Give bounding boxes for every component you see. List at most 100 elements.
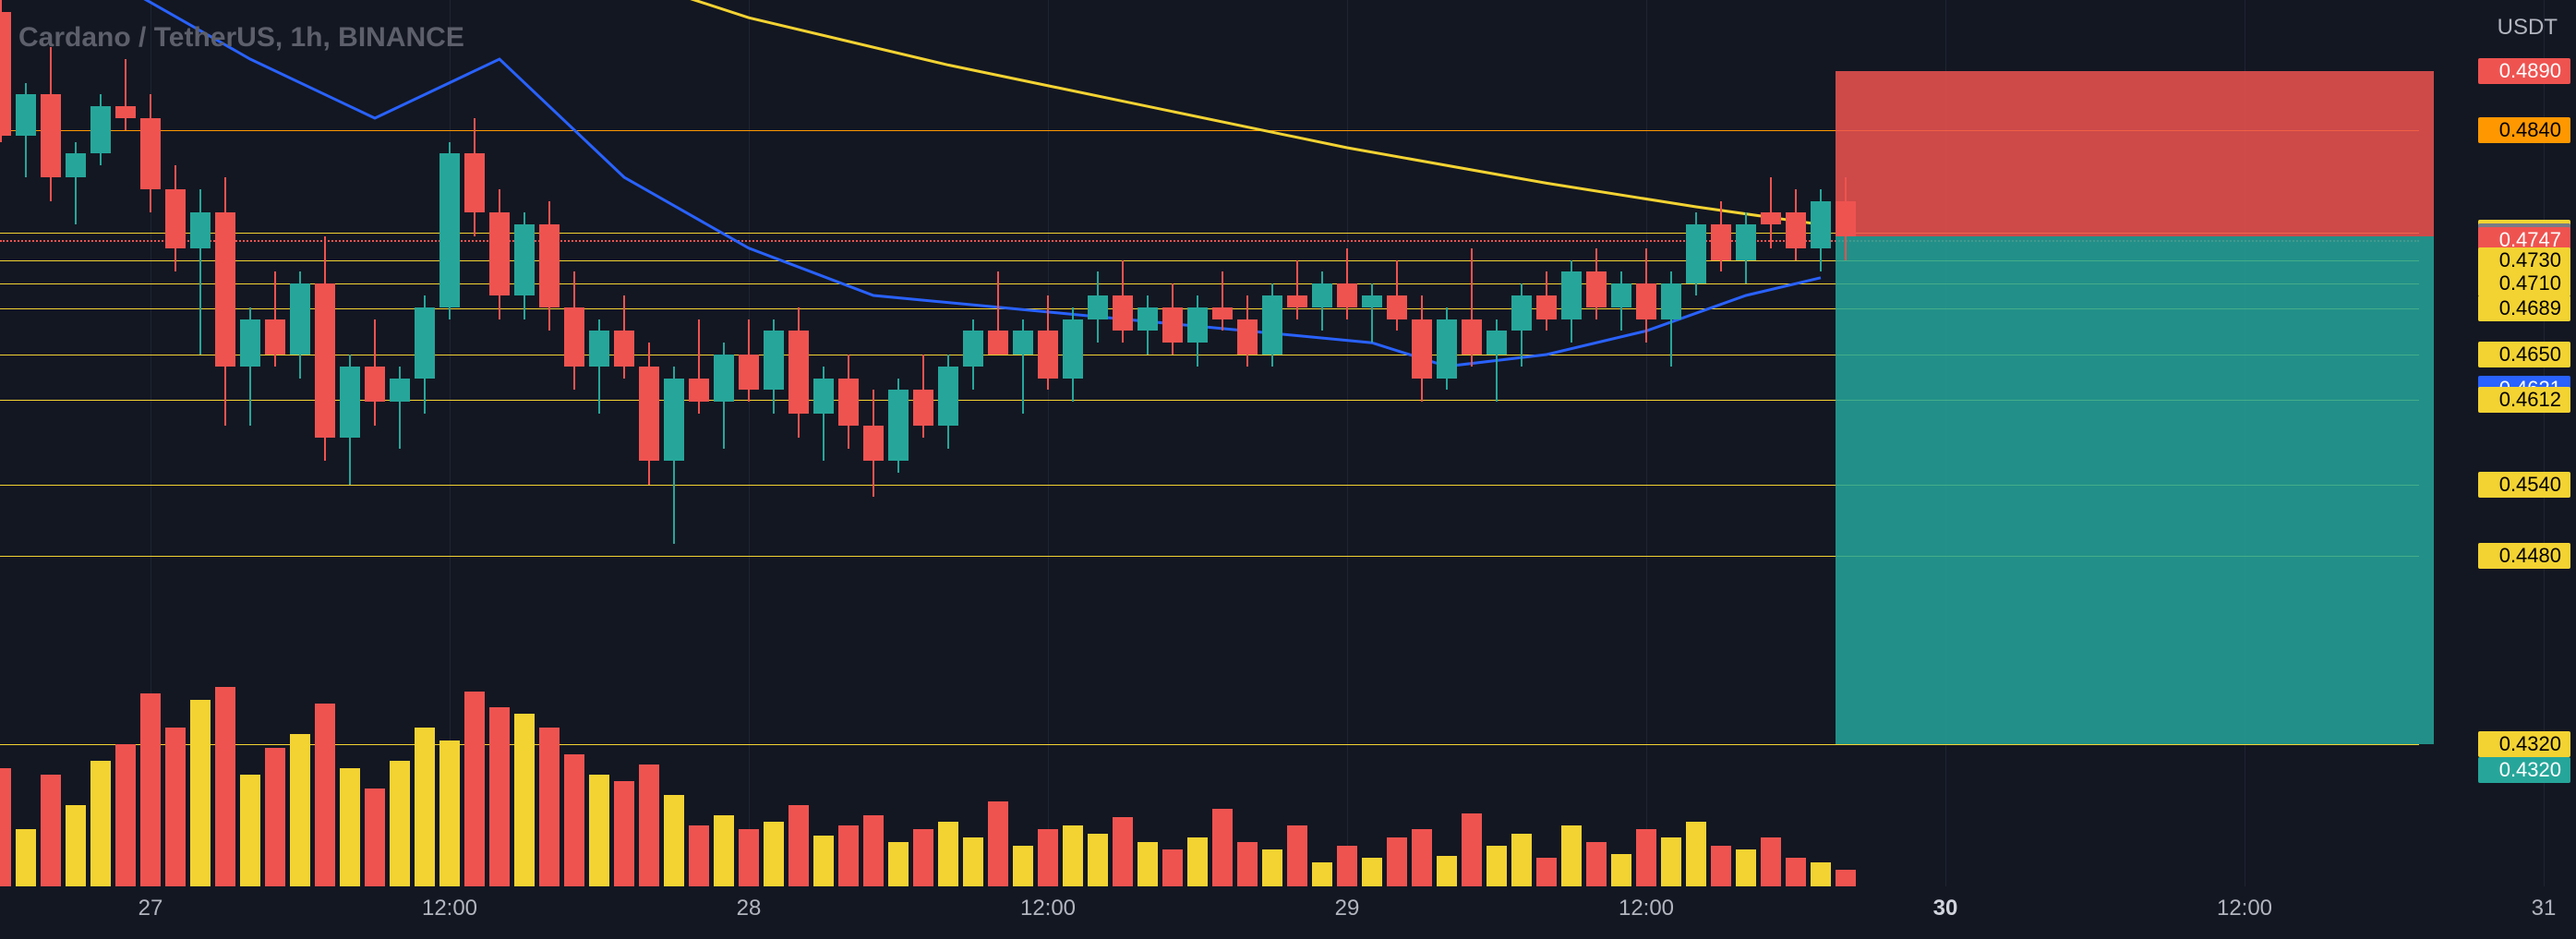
price-axis-tag[interactable]: 0.4689 bbox=[2478, 295, 2570, 321]
price-axis-tag[interactable]: 0.4480 bbox=[2478, 543, 2570, 569]
candle-body[interactable] bbox=[1162, 307, 1183, 343]
volume-bar[interactable] bbox=[1063, 825, 1083, 886]
volume-bar[interactable] bbox=[813, 836, 834, 886]
candle-body[interactable] bbox=[1113, 295, 1133, 331]
volume-bar[interactable] bbox=[1711, 846, 1731, 886]
time-axis-label[interactable]: 12:00 bbox=[2217, 896, 2272, 921]
candle-body[interactable] bbox=[215, 212, 235, 366]
time-axis-label[interactable]: 28 bbox=[737, 896, 762, 921]
volume-bar[interactable] bbox=[140, 693, 161, 886]
volume-bar[interactable] bbox=[115, 744, 136, 886]
volume-bar[interactable] bbox=[863, 815, 884, 886]
candle-body[interactable] bbox=[1686, 224, 1706, 283]
candle-body[interactable] bbox=[290, 283, 310, 355]
candle-body[interactable] bbox=[1487, 331, 1507, 355]
candle-body[interactable] bbox=[315, 283, 335, 437]
volume-bar[interactable] bbox=[739, 829, 759, 886]
candle-body[interactable] bbox=[1387, 295, 1407, 319]
candle-body[interactable] bbox=[788, 331, 809, 414]
volume-bar[interactable] bbox=[1536, 858, 1557, 886]
chart-plot-area[interactable] bbox=[0, 0, 2419, 886]
candle-body[interactable] bbox=[1786, 212, 1806, 247]
volume-bar[interactable] bbox=[1437, 856, 1457, 886]
volume-bar[interactable] bbox=[190, 700, 211, 886]
volume-bar[interactable] bbox=[240, 775, 260, 886]
candle-body[interactable] bbox=[614, 331, 634, 366]
candle-body[interactable] bbox=[140, 118, 161, 189]
candle-body[interactable] bbox=[90, 106, 111, 153]
candle-body[interactable] bbox=[1761, 212, 1781, 224]
candle-body[interactable] bbox=[988, 331, 1008, 355]
candle-body[interactable] bbox=[1836, 201, 1856, 236]
volume-bar[interactable] bbox=[539, 728, 560, 886]
volume-bar[interactable] bbox=[1237, 842, 1258, 886]
volume-bar[interactable] bbox=[1262, 849, 1282, 886]
candle-body[interactable] bbox=[1536, 295, 1557, 319]
candle-body[interactable] bbox=[813, 379, 834, 414]
volume-bar[interactable] bbox=[165, 728, 186, 886]
candle-body[interactable] bbox=[938, 367, 958, 426]
volume-bar[interactable] bbox=[439, 740, 460, 886]
volume-bar[interactable] bbox=[514, 714, 535, 886]
price-axis-tag[interactable]: 0.4710 bbox=[2478, 271, 2570, 296]
volume-bar[interactable] bbox=[464, 692, 485, 886]
volume-bar[interactable] bbox=[1038, 829, 1058, 886]
volume-bar[interactable] bbox=[1586, 842, 1607, 886]
volume-bar[interactable] bbox=[838, 825, 859, 886]
candle-body[interactable] bbox=[888, 390, 909, 461]
volume-bar[interactable] bbox=[913, 829, 933, 886]
price-axis-tag[interactable]: 0.4540 bbox=[2478, 472, 2570, 498]
time-axis-label[interactable]: 12:00 bbox=[422, 896, 477, 921]
candle-body[interactable] bbox=[564, 307, 584, 367]
price-axis-tag[interactable]: 0.4730 bbox=[2478, 247, 2570, 273]
candle-body[interactable] bbox=[739, 355, 759, 390]
price-axis-tag[interactable]: 0.4320 bbox=[2478, 731, 2570, 757]
volume-bar[interactable] bbox=[1661, 837, 1681, 886]
volume-bar[interactable] bbox=[664, 795, 684, 886]
candle-body[interactable] bbox=[265, 319, 285, 355]
candle-body[interactable] bbox=[1437, 319, 1457, 379]
volume-bar[interactable] bbox=[66, 805, 86, 886]
candle-body[interactable] bbox=[66, 153, 86, 177]
volume-bar[interactable] bbox=[1611, 854, 1631, 886]
candle-body[interactable] bbox=[1337, 283, 1357, 307]
candle-body[interactable] bbox=[190, 212, 211, 247]
candle-body[interactable] bbox=[539, 224, 560, 307]
volume-bar[interactable] bbox=[764, 822, 784, 886]
candle-body[interactable] bbox=[1262, 295, 1282, 355]
candle-body[interactable] bbox=[1362, 295, 1382, 307]
trade-stop-zone[interactable] bbox=[1836, 71, 2434, 236]
price-axis[interactable]: USDT 0.48900.48400.47530.47500.474732:55… bbox=[2419, 0, 2576, 886]
candle-body[interactable] bbox=[639, 367, 659, 461]
candle-body[interactable] bbox=[1811, 201, 1831, 248]
volume-bar[interactable] bbox=[1337, 846, 1357, 886]
candle-body[interactable] bbox=[1237, 319, 1258, 355]
candle-body[interactable] bbox=[514, 224, 535, 295]
volume-bar[interactable] bbox=[614, 781, 634, 886]
volume-bar[interactable] bbox=[1736, 849, 1756, 886]
price-axis-tag[interactable]: 0.4612 bbox=[2478, 387, 2570, 413]
volume-bar[interactable] bbox=[1312, 862, 1332, 886]
volume-bar[interactable] bbox=[1786, 858, 1806, 886]
volume-bar[interactable] bbox=[390, 761, 410, 886]
volume-bar[interactable] bbox=[1636, 829, 1656, 886]
candle-body[interactable] bbox=[1187, 307, 1208, 343]
volume-bar[interactable] bbox=[689, 825, 709, 886]
price-axis-tag[interactable]: 0.4840 bbox=[2478, 117, 2570, 143]
candle-body[interactable] bbox=[340, 367, 360, 438]
volume-bar[interactable] bbox=[1761, 837, 1781, 886]
candle-body[interactable] bbox=[963, 331, 983, 366]
volume-bar[interactable] bbox=[1387, 837, 1407, 886]
trading-chart[interactable]: Cardano / TetherUS, 1h, BINANCE USDT 0.4… bbox=[0, 0, 2576, 939]
candle-body[interactable] bbox=[0, 12, 11, 136]
volume-bar[interactable] bbox=[1212, 809, 1233, 886]
volume-bar[interactable] bbox=[315, 704, 335, 886]
volume-bar[interactable] bbox=[16, 829, 36, 886]
volume-bar[interactable] bbox=[41, 775, 61, 886]
candle-body[interactable] bbox=[1287, 295, 1307, 307]
time-axis-label[interactable]: 29 bbox=[1335, 896, 1360, 921]
candle-body[interactable] bbox=[489, 212, 510, 295]
volume-bar[interactable] bbox=[938, 822, 958, 886]
volume-bar[interactable] bbox=[988, 801, 1008, 886]
time-axis-label[interactable]: 12:00 bbox=[1619, 896, 1674, 921]
